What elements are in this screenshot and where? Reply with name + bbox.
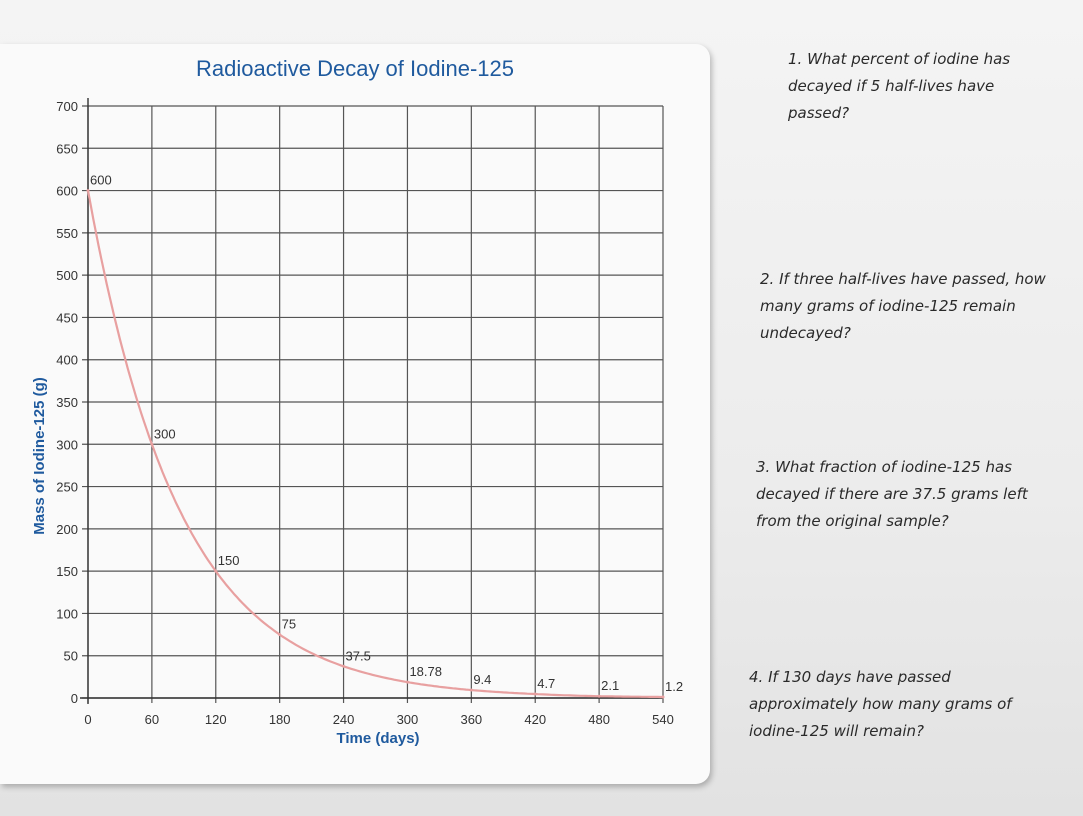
data-label: 4.7 — [537, 676, 555, 691]
x-tick-label: 120 — [205, 712, 227, 727]
data-point — [214, 569, 218, 573]
data-point — [342, 664, 346, 668]
x-tick-label: 60 — [145, 712, 159, 727]
data-label: 9.4 — [473, 672, 491, 687]
data-label: 2.1 — [601, 678, 619, 693]
decay-curve — [86, 190, 663, 699]
y-tick-label: 0 — [71, 691, 78, 706]
data-point — [86, 189, 90, 193]
y-tick-label: 600 — [56, 184, 78, 199]
chart-title: Radioactive Decay of Iodine-125 — [196, 56, 514, 81]
chart-panel: Radioactive Decay of Iodine-125 0 60 120 18… — [0, 44, 710, 784]
x-tick-label: 360 — [460, 712, 482, 727]
x-tick-label: 540 — [652, 712, 674, 727]
data-label: 1.2 — [665, 679, 683, 694]
data-label: 600 — [90, 173, 112, 188]
x-axis-label: Time (days) — [336, 730, 419, 747]
x-tick-label: 480 — [588, 712, 610, 727]
series-line — [86, 190, 663, 699]
x-tick-label: 180 — [269, 712, 291, 727]
grid — [82, 105, 664, 703]
data-point — [278, 633, 282, 637]
data-point — [597, 694, 601, 698]
y-axis-label: Mass of Iodine-125 (g) — [31, 377, 48, 535]
data-point — [533, 692, 537, 696]
data-point — [469, 688, 473, 692]
data-label: 37.5 — [346, 648, 371, 663]
question-3: 3. What fraction of iodine-125 has decay… — [756, 458, 1028, 530]
y-tick-label: 650 — [56, 141, 78, 156]
x-tick-label: 420 — [524, 712, 546, 727]
y-tick-label: 200 — [56, 522, 78, 537]
y-tick-label: 50 — [64, 649, 78, 664]
x-tick-label: 0 — [84, 712, 91, 727]
y-tick-label: 100 — [56, 606, 78, 621]
x-tick-label: 240 — [333, 712, 355, 727]
question-4: 4. If 130 days have passed approximately… — [749, 668, 1012, 740]
data-label: 75 — [282, 617, 296, 632]
data-point — [661, 695, 665, 699]
x-tick-label: 300 — [397, 712, 419, 727]
data-point — [150, 442, 154, 446]
question-2: 2. If three half-lives have passed, how … — [760, 270, 1046, 342]
y-tick-label: 700 — [56, 99, 78, 114]
data-point — [405, 680, 409, 684]
y-tick-label: 350 — [56, 395, 78, 410]
y-tick-label: 450 — [56, 310, 78, 325]
y-tick-label: 150 — [56, 564, 78, 579]
y-tick-label: 400 — [56, 353, 78, 368]
y-tick-label: 550 — [56, 226, 78, 241]
decay-chart: Radioactive Decay of Iodine-125 0 60 120 18… — [31, 56, 683, 747]
y-tick-label: 250 — [56, 480, 78, 495]
y-tick-label: 300 — [56, 437, 78, 452]
data-label: 18.78 — [409, 664, 442, 679]
data-labels: 600 300 150 75 37.5 18.78 9.4 4.7 2.1 1.2 — [86, 173, 683, 699]
data-label: 300 — [154, 426, 176, 441]
data-label: 150 — [218, 553, 240, 568]
axes: 0 60 120 180 240 300 360 420 480 540 0 50 100 150 200 2… — [56, 98, 674, 727]
y-tick-label: 500 — [56, 268, 78, 283]
question-1: 1. What percent of iodine has decayed if… — [788, 50, 1011, 122]
